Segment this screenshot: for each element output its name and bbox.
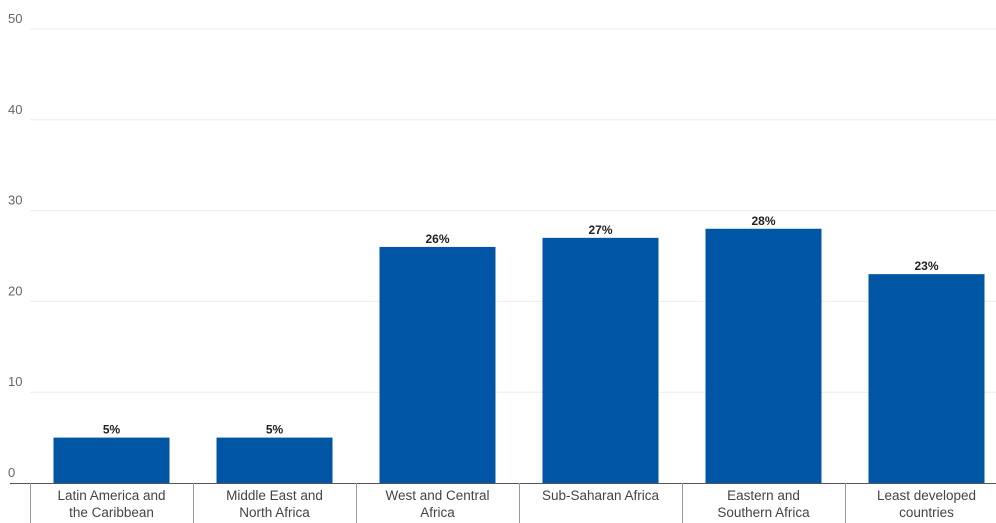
value-label: 27% — [588, 223, 612, 237]
x-tick-label: Africa — [420, 505, 455, 520]
x-tick-label: Sub-Saharan Africa — [542, 488, 660, 503]
x-tick-label: Eastern and — [727, 488, 800, 503]
x-tick-label: North Africa — [239, 505, 310, 520]
y-tick-label: 10 — [8, 374, 22, 389]
value-label: 26% — [425, 232, 449, 246]
y-tick-label: 50 — [8, 11, 22, 26]
x-tick-label: Middle East and — [226, 488, 323, 503]
y-tick-label: 0 — [8, 465, 15, 480]
x-tick-label: West and Central — [385, 488, 489, 503]
bar — [53, 437, 170, 483]
x-tick-label: the Caribbean — [69, 505, 154, 520]
x-tick-label: countries — [899, 505, 954, 520]
x-tick-label: Southern Africa — [717, 505, 810, 520]
y-tick-label: 40 — [8, 102, 22, 117]
bar — [542, 237, 659, 483]
value-label: 23% — [914, 259, 938, 273]
value-label: 5% — [103, 423, 121, 437]
value-label: 28% — [751, 214, 775, 228]
value-label: 5% — [266, 423, 284, 437]
y-tick-label: 30 — [8, 193, 22, 208]
x-tick-label: Latin America and — [57, 488, 165, 503]
y-tick-label: 20 — [8, 283, 22, 298]
x-tick-label: Least developed — [877, 488, 976, 503]
bar — [379, 246, 496, 483]
bar — [868, 274, 985, 483]
bar — [705, 228, 822, 483]
bar — [216, 437, 333, 483]
